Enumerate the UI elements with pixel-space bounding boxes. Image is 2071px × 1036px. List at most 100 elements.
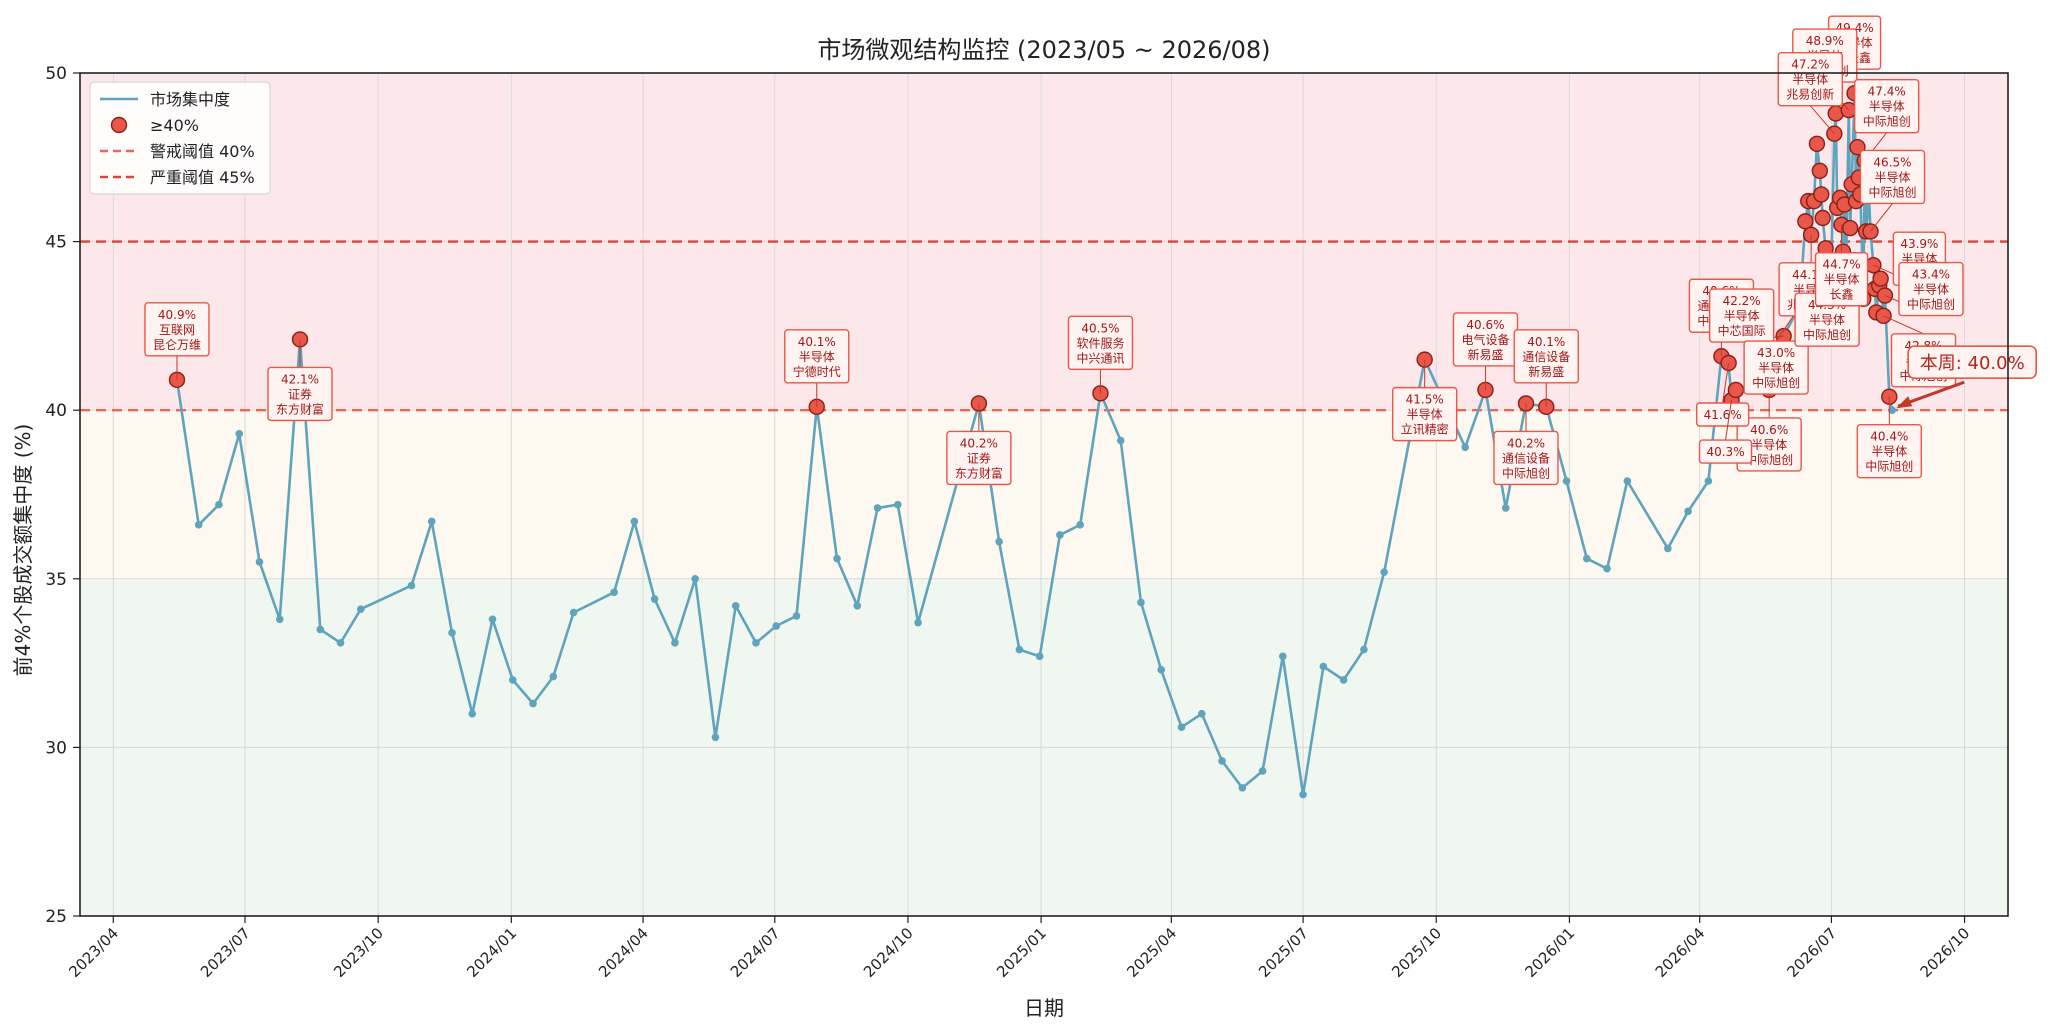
- series-point: [995, 537, 1003, 546]
- series-point: [427, 517, 436, 526]
- annotation-text: 半导体: [1758, 361, 1794, 375]
- annotation-text: 中芯国际: [1718, 323, 1766, 338]
- high-marker: [1842, 219, 1859, 237]
- series-point: [691, 575, 699, 583]
- annotation-text: 43.9%: [1900, 237, 1938, 251]
- series-point: [1380, 568, 1388, 576]
- annotation-text: 40.1%: [798, 335, 836, 349]
- series-point: [357, 605, 365, 613]
- series-point: [448, 628, 456, 637]
- annotation-leader: [1722, 362, 1730, 404]
- series-point: [792, 612, 801, 620]
- annotation-text: 中际旭创: [1865, 459, 1913, 474]
- annotation-leader: [1870, 203, 1893, 232]
- annotation-12: 40.3%: [1698, 400, 1753, 464]
- series-point: [1238, 784, 1247, 792]
- series-point: [1035, 652, 1044, 661]
- series-point: [1116, 436, 1125, 445]
- annotation-leader: [1725, 400, 1733, 441]
- high-marker: [1814, 209, 1831, 227]
- x-tick-label: 2024/10: [860, 924, 917, 981]
- legend-swatch-marker: [110, 116, 128, 134]
- x-tick-label: 2026/01: [1521, 924, 1578, 981]
- series-point: [1299, 790, 1307, 799]
- legend-label: 市场集中度: [150, 90, 230, 109]
- x-tick-label: 2026/07: [1783, 924, 1840, 981]
- high-marker: [1872, 270, 1889, 287]
- annotation-text: 44.7%: [1822, 258, 1860, 272]
- series-point: [549, 672, 558, 681]
- annotation-text: 电气设备: [1461, 332, 1509, 347]
- annotation-text: 新易盛: [1467, 347, 1503, 362]
- annotation-text: 半导体: [1824, 273, 1860, 287]
- series-point: [1684, 507, 1692, 516]
- annotation-text: 半导体: [1874, 170, 1910, 184]
- annotation-text: 通信设备: [1522, 350, 1570, 364]
- series-point: [1360, 645, 1368, 654]
- series-point: [316, 625, 325, 634]
- annotation-text: 中际旭创: [1803, 327, 1851, 342]
- series-point: [1623, 477, 1632, 485]
- series-point: [275, 615, 284, 624]
- y-tick-label: 40: [45, 401, 67, 421]
- series-point: [731, 601, 740, 610]
- y-tick-label: 45: [45, 233, 67, 253]
- annotation-text: 41.5%: [1406, 393, 1444, 407]
- series-point: [853, 601, 862, 610]
- series-point: [650, 595, 659, 603]
- x-tick-label: 2023/04: [65, 924, 122, 981]
- high-marker: [1808, 135, 1826, 153]
- annotation-box: [1856, 424, 1923, 479]
- risk-zones: [80, 73, 2008, 916]
- series-point: [407, 581, 416, 590]
- high-marker: [1797, 213, 1814, 230]
- annotation-text: 40.4%: [1870, 430, 1908, 444]
- annotation-text: 东方财富: [276, 401, 324, 416]
- series-point: [1157, 666, 1166, 674]
- series-point: [1582, 554, 1591, 563]
- series-point: [255, 558, 264, 566]
- series-point: [833, 554, 841, 563]
- annotation-box: [946, 430, 1012, 486]
- annotation-text: 半导体: [1809, 313, 1845, 327]
- series-point: [630, 517, 639, 526]
- annotation-text: 中际旭创: [1863, 114, 1911, 129]
- series-point: [1076, 521, 1084, 529]
- series-point: [1562, 477, 1571, 485]
- annotation-box: [1708, 288, 1775, 343]
- annotation-box: [1743, 340, 1809, 395]
- annotation-text: 兆易创新: [1786, 87, 1834, 102]
- series-point: [1056, 531, 1064, 539]
- annotation-text: 43.0%: [1757, 346, 1795, 360]
- annotation-box: [1391, 386, 1458, 442]
- series-point: [752, 639, 760, 647]
- annotation-text: 互联网: [159, 323, 195, 337]
- annotation-box: [1493, 430, 1559, 486]
- annotation-text: 中兴通讯: [1076, 350, 1124, 365]
- series-point: [529, 699, 537, 708]
- annotation-text: 半导体: [799, 350, 835, 364]
- series-point: [488, 615, 497, 624]
- plot-frame: [79, 72, 2009, 917]
- annotation-box: [1777, 51, 1844, 107]
- high-marker: [1813, 186, 1830, 203]
- annotation-text: 半导体: [1751, 438, 1787, 452]
- annotation-text: 中际旭创: [1745, 452, 1793, 467]
- legend-box: [89, 81, 271, 195]
- series-point: [1218, 757, 1226, 765]
- annotation-text: 半导体: [1724, 309, 1760, 323]
- series-point: [1319, 662, 1328, 671]
- y-tick-label: 50: [45, 64, 67, 84]
- legend-label: 严重阈值 45%: [150, 168, 255, 187]
- current-week-box: [1907, 345, 2038, 380]
- annotation-box: [267, 366, 333, 422]
- annotation-text: 47.4%: [1868, 85, 1906, 99]
- series-point: [235, 430, 244, 438]
- series-point: [1015, 645, 1024, 654]
